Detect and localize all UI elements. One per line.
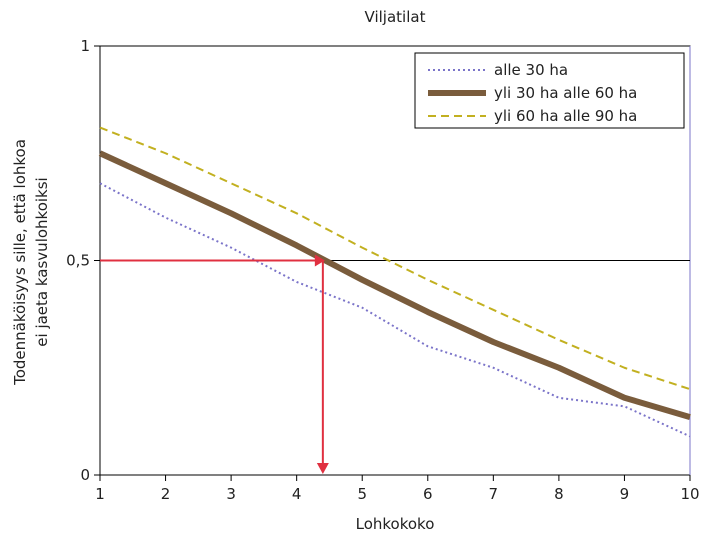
y-axis-label-line-2: ei jaeta kasvulohkoiksi xyxy=(33,177,51,346)
series-line-3 xyxy=(99,126,691,391)
legend-label-3: yli 60 ha alle 90 ha xyxy=(494,107,637,125)
y-tick-label: 0 xyxy=(80,466,90,484)
vertical-arrow-head xyxy=(316,463,329,474)
x-axis-label: Lohkokoko xyxy=(356,515,435,533)
x-axis: 1 2 3 4 5 6 7 8 9 10 xyxy=(95,475,700,503)
x-tick-label: 4 xyxy=(292,485,302,503)
series-line-1 xyxy=(99,182,691,438)
legend-label-1: alle 30 ha xyxy=(494,61,568,79)
x-tick-label: 9 xyxy=(620,485,630,503)
x-tick-label: 7 xyxy=(489,485,499,503)
y-axis-label-line-1: Todennäköisyys sille, että lohkoa xyxy=(11,139,29,386)
legend-label-2: yli 30 ha alle 60 ha xyxy=(494,84,637,102)
x-tick-label: 6 xyxy=(423,485,433,503)
series-layer xyxy=(98,126,691,438)
series-line-2 xyxy=(98,150,691,420)
y-tick-label: 0,5 xyxy=(66,252,90,270)
x-tick-label: 8 xyxy=(554,485,564,503)
x-tick-label: 1 xyxy=(95,485,105,503)
legend: alle 30 ha yli 30 ha alle 60 ha yli 60 ha … xyxy=(414,52,685,129)
x-tick-label: 10 xyxy=(680,485,699,503)
x-tick-label: 2 xyxy=(161,485,171,503)
y-axis: 00,51 xyxy=(66,37,100,484)
x-tick-label: 5 xyxy=(357,485,367,503)
chart-title: Viljatilat xyxy=(365,8,426,26)
annotation-arrows xyxy=(100,254,329,474)
y-tick-label: 1 xyxy=(80,37,90,55)
horizontal-arrow-head xyxy=(314,254,325,267)
x-tick-label: 3 xyxy=(226,485,236,503)
